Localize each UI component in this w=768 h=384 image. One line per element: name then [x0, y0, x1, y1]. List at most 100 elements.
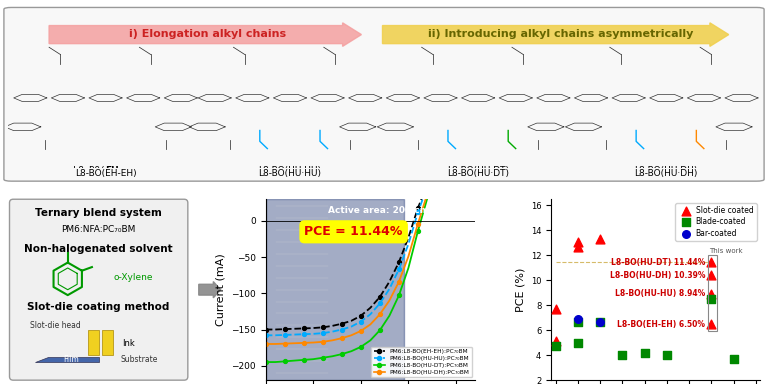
PM6:L8-BO(HU-HU):PC₇₀BM	[366, 312, 375, 316]
PM6:L8-BO(HU-HU):PC₇₀BM	[309, 331, 318, 336]
Text: EH: EH	[105, 166, 119, 175]
PM6:L8-BO(HU-DH):PC₇₀BM	[461, 144, 470, 149]
Text: L8-BO(EH-EH) 6.50%: L8-BO(EH-EH) 6.50%	[617, 319, 705, 328]
PM6:L8-BO(HU-HU):PC₇₀BM	[385, 287, 394, 291]
PM6:L8-BO(HU-DH):PC₇₀BM	[290, 341, 299, 346]
PM6:L8-BO(EH-EH):PC₇₀BM	[270, 327, 280, 332]
PM6:L8-BO(HU-DH):PC₇₀BM	[328, 338, 337, 343]
PM6:L8-BO(HU-DT):PC₇₀BM	[413, 229, 422, 233]
Slot-die coated	[594, 236, 606, 242]
PM6:L8-BO(HU-DT):PC₇₀BM	[280, 359, 290, 364]
Text: o-Xylene: o-Xylene	[113, 273, 153, 281]
PM6:L8-BO(HU-HU):PC₇₀BM	[442, 155, 451, 160]
PM6:L8-BO(HU-DT):PC₇₀BM	[346, 349, 356, 354]
Text: L8-BO(HU·DH): L8-BO(HU·DH)	[634, 166, 698, 175]
PM6:L8-BO(HU-HU):PC₇₀BM	[432, 167, 442, 171]
PM6:L8-BO(HU-HU):PC₇₀BM	[261, 333, 270, 338]
PM6:L8-BO(HU-DH):PC₇₀BM	[318, 339, 327, 344]
Text: Slot-die coating method: Slot-die coating method	[28, 302, 170, 312]
PM6:L8-BO(EH-EH):PC₇₀BM	[404, 235, 413, 240]
PM6:L8-BO(HU-DH):PC₇₀BM	[280, 341, 290, 346]
PM6:L8-BO(HU-DT):PC₇₀BM	[376, 328, 385, 333]
Text: This work: This work	[709, 248, 743, 253]
PM6:L8-BO(EH-EH):PC₇₀BM	[318, 325, 327, 329]
PM6:L8-BO(EH-EH):PC₇₀BM	[328, 324, 337, 328]
PM6:L8-BO(HU-DH):PC₇₀BM	[270, 342, 280, 346]
Slot-die coated	[571, 243, 584, 250]
PM6:L8-BO(EH-EH):PC₇₀BM	[337, 321, 346, 326]
PM6:L8-BO(HU-DT):PC₇₀BM	[309, 357, 318, 361]
Bar	[102, 329, 113, 355]
PM6:L8-BO(EH-EH):PC₇₀BM	[394, 260, 403, 265]
Blade-coated	[727, 356, 740, 362]
PM6:L8-BO(HU-DT):PC₇₀BM	[385, 313, 394, 318]
PM6:L8-BO(HU-DH):PC₇₀BM	[346, 333, 356, 338]
Blade-coated	[616, 352, 628, 358]
Y-axis label: Current (mA): Current (mA)	[216, 253, 226, 326]
Text: Slot-die head: Slot-die head	[29, 321, 81, 330]
PM6:L8-BO(HU-DT):PC₇₀BM	[394, 293, 403, 298]
Text: Ink: Ink	[122, 339, 135, 348]
Blade-coated	[549, 343, 561, 349]
PM6:L8-BO(HU-DH):PC₇₀BM	[385, 298, 394, 303]
Text: L8-BO(: L8-BO(	[73, 166, 105, 175]
PM6:L8-BO(HU-DT):PC₇₀BM	[300, 358, 309, 362]
Text: Active area: 200 cm²: Active area: 200 cm²	[328, 207, 433, 215]
Line: PM6:L8-BO(EH-EH):PC₇₀BM: PM6:L8-BO(EH-EH):PC₇₀BM	[263, 142, 468, 331]
PM6:L8-BO(HU-HU):PC₇₀BM	[280, 333, 290, 337]
Bar	[266, 199, 404, 380]
Text: L8-BO(HU·HU): L8-BO(HU·HU)	[258, 166, 322, 175]
FancyBboxPatch shape	[9, 199, 188, 380]
PM6:L8-BO(EH-EH):PC₇₀BM	[442, 155, 451, 160]
PM6:L8-BO(HU-DT):PC₇₀BM	[337, 352, 346, 356]
PM6:L8-BO(EH-EH):PC₇₀BM	[280, 327, 290, 331]
FancyArrow shape	[199, 281, 220, 298]
PM6:L8-BO(EH-EH):PC₇₀BM	[423, 182, 432, 187]
PM6:L8-BO(HU-DH):PC₇₀BM	[442, 159, 451, 164]
PM6:L8-BO(HU-DH):PC₇₀BM	[366, 322, 375, 327]
PM6:L8-BO(EH-EH):PC₇₀BM	[432, 167, 442, 171]
PM6:L8-BO(HU-HU):PC₇₀BM	[423, 184, 432, 189]
PM6:L8-BO(EH-EH):PC₇₀BM	[461, 141, 470, 146]
PM6:L8-BO(HU-DH):PC₇₀BM	[423, 191, 432, 196]
Legend: Slot-die coated, Blade-coated, Bar-coated: Slot-die coated, Blade-coated, Bar-coate…	[675, 203, 756, 241]
Text: L8-BO(HU-DT) 11.44%: L8-BO(HU-DT) 11.44%	[611, 258, 705, 267]
PM6:L8-BO(EH-EH):PC₇₀BM	[290, 326, 299, 331]
Blade-coated	[638, 350, 650, 356]
Text: L8-BO(HU·HU): L8-BO(HU·HU)	[258, 169, 322, 177]
Slot-die coated	[571, 238, 584, 245]
PM6:L8-BO(HU-HU):PC₇₀BM	[337, 327, 346, 332]
Text: Substrate: Substrate	[121, 355, 158, 364]
PM6:L8-BO(HU-HU):PC₇₀BM	[318, 331, 327, 336]
PM6:L8-BO(HU-HU):PC₇₀BM	[404, 242, 413, 247]
Text: L8-BO(HU·DT): L8-BO(HU·DT)	[447, 166, 509, 175]
Point	[705, 321, 717, 327]
PM6:L8-BO(EH-EH):PC₇₀BM	[452, 147, 461, 152]
Text: L8-BO(HU-DH) 10.39%: L8-BO(HU-DH) 10.39%	[610, 271, 705, 280]
Polygon shape	[35, 357, 98, 362]
PM6:L8-BO(HU-DH):PC₇₀BM	[432, 172, 442, 176]
PM6:L8-BO(HU-DH):PC₇₀BM	[376, 312, 385, 316]
PM6:L8-BO(HU-HU):PC₇₀BM	[413, 210, 422, 215]
PM6:L8-BO(HU-DT):PC₇₀BM	[404, 266, 413, 270]
PM6:L8-BO(HU-DT):PC₇₀BM	[366, 338, 375, 343]
Line: PM6:L8-BO(HU-DT):PC₇₀BM: PM6:L8-BO(HU-DT):PC₇₀BM	[263, 142, 468, 364]
PM6:L8-BO(HU-DT):PC₇₀BM	[432, 172, 442, 177]
Blade-coated	[594, 318, 606, 324]
Text: Ternary blend system: Ternary blend system	[35, 208, 162, 218]
Text: ii) Introducing alkyl chains asymmetrically: ii) Introducing alkyl chains asymmetrica…	[429, 29, 694, 39]
PM6:L8-BO(EH-EH):PC₇₀BM	[413, 205, 422, 210]
Blade-coated	[705, 296, 717, 302]
PM6:L8-BO(HU-DH):PC₇₀BM	[261, 342, 270, 346]
PM6:L8-BO(HU-HU):PC₇₀BM	[300, 332, 309, 336]
PM6:L8-BO(HU-DT):PC₇₀BM	[318, 356, 327, 360]
PM6:L8-BO(HU-DT):PC₇₀BM	[423, 195, 432, 200]
PM6:L8-BO(HU-HU):PC₇₀BM	[270, 333, 280, 338]
Legend: PM6:L8-BO(EH-EH):PC₇₀BM, PM6:L8-BO(HU-HU):PC₇₀BM, PM6:L8-BO(HU-DT):PC₇₀BM, PM6:L: PM6:L8-BO(EH-EH):PC₇₀BM, PM6:L8-BO(HU-HU…	[371, 347, 472, 377]
Slot-die coated	[549, 306, 561, 312]
Y-axis label: PCE (%): PCE (%)	[515, 268, 525, 312]
PM6:L8-BO(HU-DT):PC₇₀BM	[328, 354, 337, 359]
PM6:L8-BO(EH-EH):PC₇₀BM	[261, 327, 270, 332]
PM6:L8-BO(HU-HU):PC₇₀BM	[328, 329, 337, 334]
Text: L8-BO(HU-HU) 8.94%: L8-BO(HU-HU) 8.94%	[615, 289, 705, 298]
